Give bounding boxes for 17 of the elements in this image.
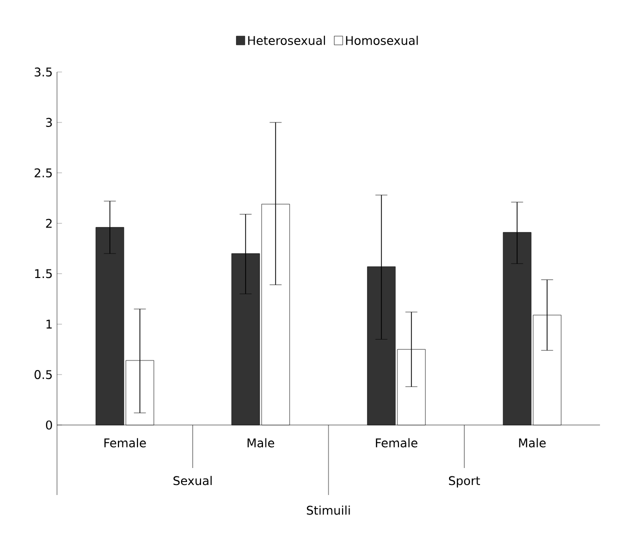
legend-label: Heterosexual — [248, 36, 325, 46]
y-tick-label: 3.5 — [34, 67, 52, 77]
x-tick-label: Male — [248, 438, 274, 448]
y-tick-label: 1.5 — [35, 269, 52, 278]
y-tick-label: 3 — [46, 118, 52, 127]
y-tick-label: 2 — [46, 218, 52, 228]
x-tick-label: Female — [376, 438, 418, 448]
text: Sexual — [174, 476, 212, 486]
y-tick-label: 1 — [46, 320, 52, 328]
x-tick-label: Male — [519, 438, 546, 448]
x-axis-title: Stimuili — [306, 506, 350, 515]
legend-label: Homosexual — [346, 36, 418, 46]
text: Sport — [448, 476, 480, 488]
y-tick-label: 0.5 — [34, 370, 52, 380]
y-tick-label: 2.5 — [34, 168, 52, 178]
x-tick-label: Female — [104, 438, 146, 448]
y-tick-label: 0 — [46, 420, 52, 430]
